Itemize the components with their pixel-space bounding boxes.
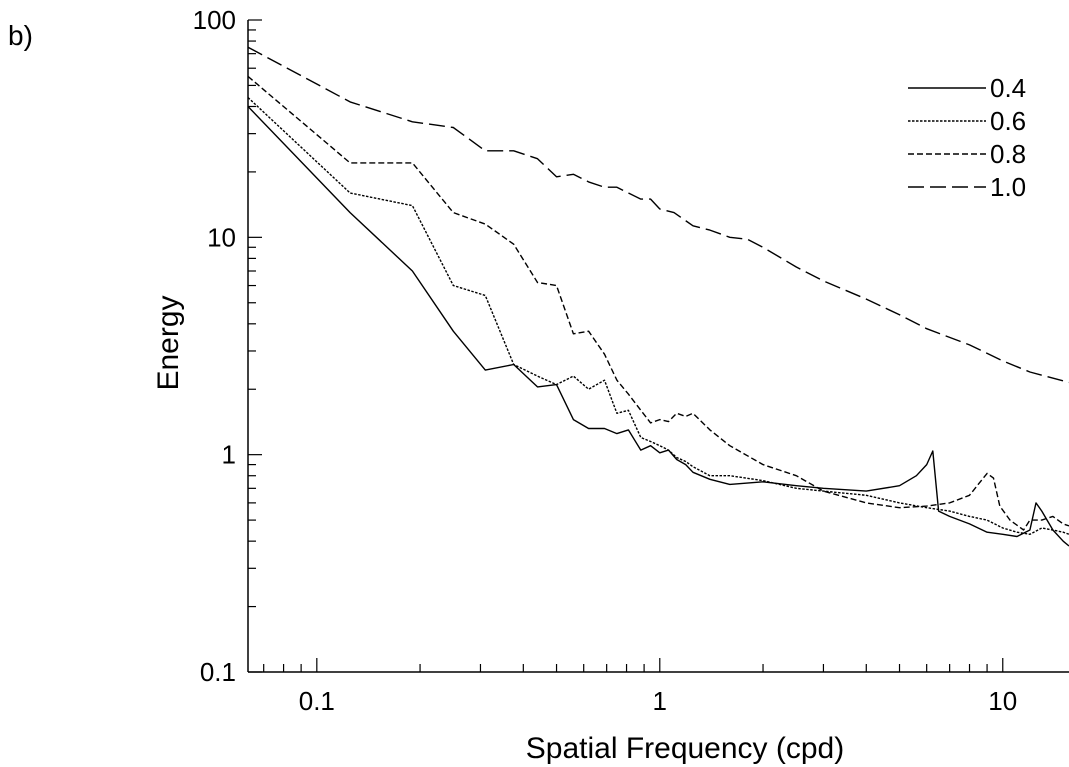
legend-label: 0.8 bbox=[990, 139, 1026, 169]
series-line-0.4 bbox=[247, 106, 1069, 547]
x-axis-title: Spatial Frequency (cpd) bbox=[526, 732, 845, 765]
y-tick-label: 100 bbox=[193, 5, 236, 35]
x-tick-label: 1 bbox=[653, 686, 667, 716]
x-tick-label: 10 bbox=[988, 686, 1017, 716]
legend-label: 1.0 bbox=[990, 172, 1026, 202]
y-tick-label: 10 bbox=[207, 222, 236, 252]
panel-label: b) bbox=[8, 20, 33, 51]
series-line-0.8 bbox=[247, 75, 1069, 531]
legend: 0.40.60.81.0 bbox=[908, 73, 1026, 202]
y-axis-title: Energy bbox=[152, 295, 185, 390]
legend-label: 0.4 bbox=[990, 73, 1026, 103]
y-tick-label: 1 bbox=[222, 440, 236, 470]
series-layer bbox=[247, 46, 1069, 547]
legend-label: 0.6 bbox=[990, 106, 1026, 136]
series-line-0.6 bbox=[247, 96, 1069, 535]
axes: 0.1 1 10 100 0.1 1 10 bbox=[193, 5, 1069, 716]
x-tick-label: 0.1 bbox=[299, 686, 335, 716]
y-tick-label: 0.1 bbox=[200, 657, 236, 687]
series-line-1.0 bbox=[247, 46, 1069, 384]
